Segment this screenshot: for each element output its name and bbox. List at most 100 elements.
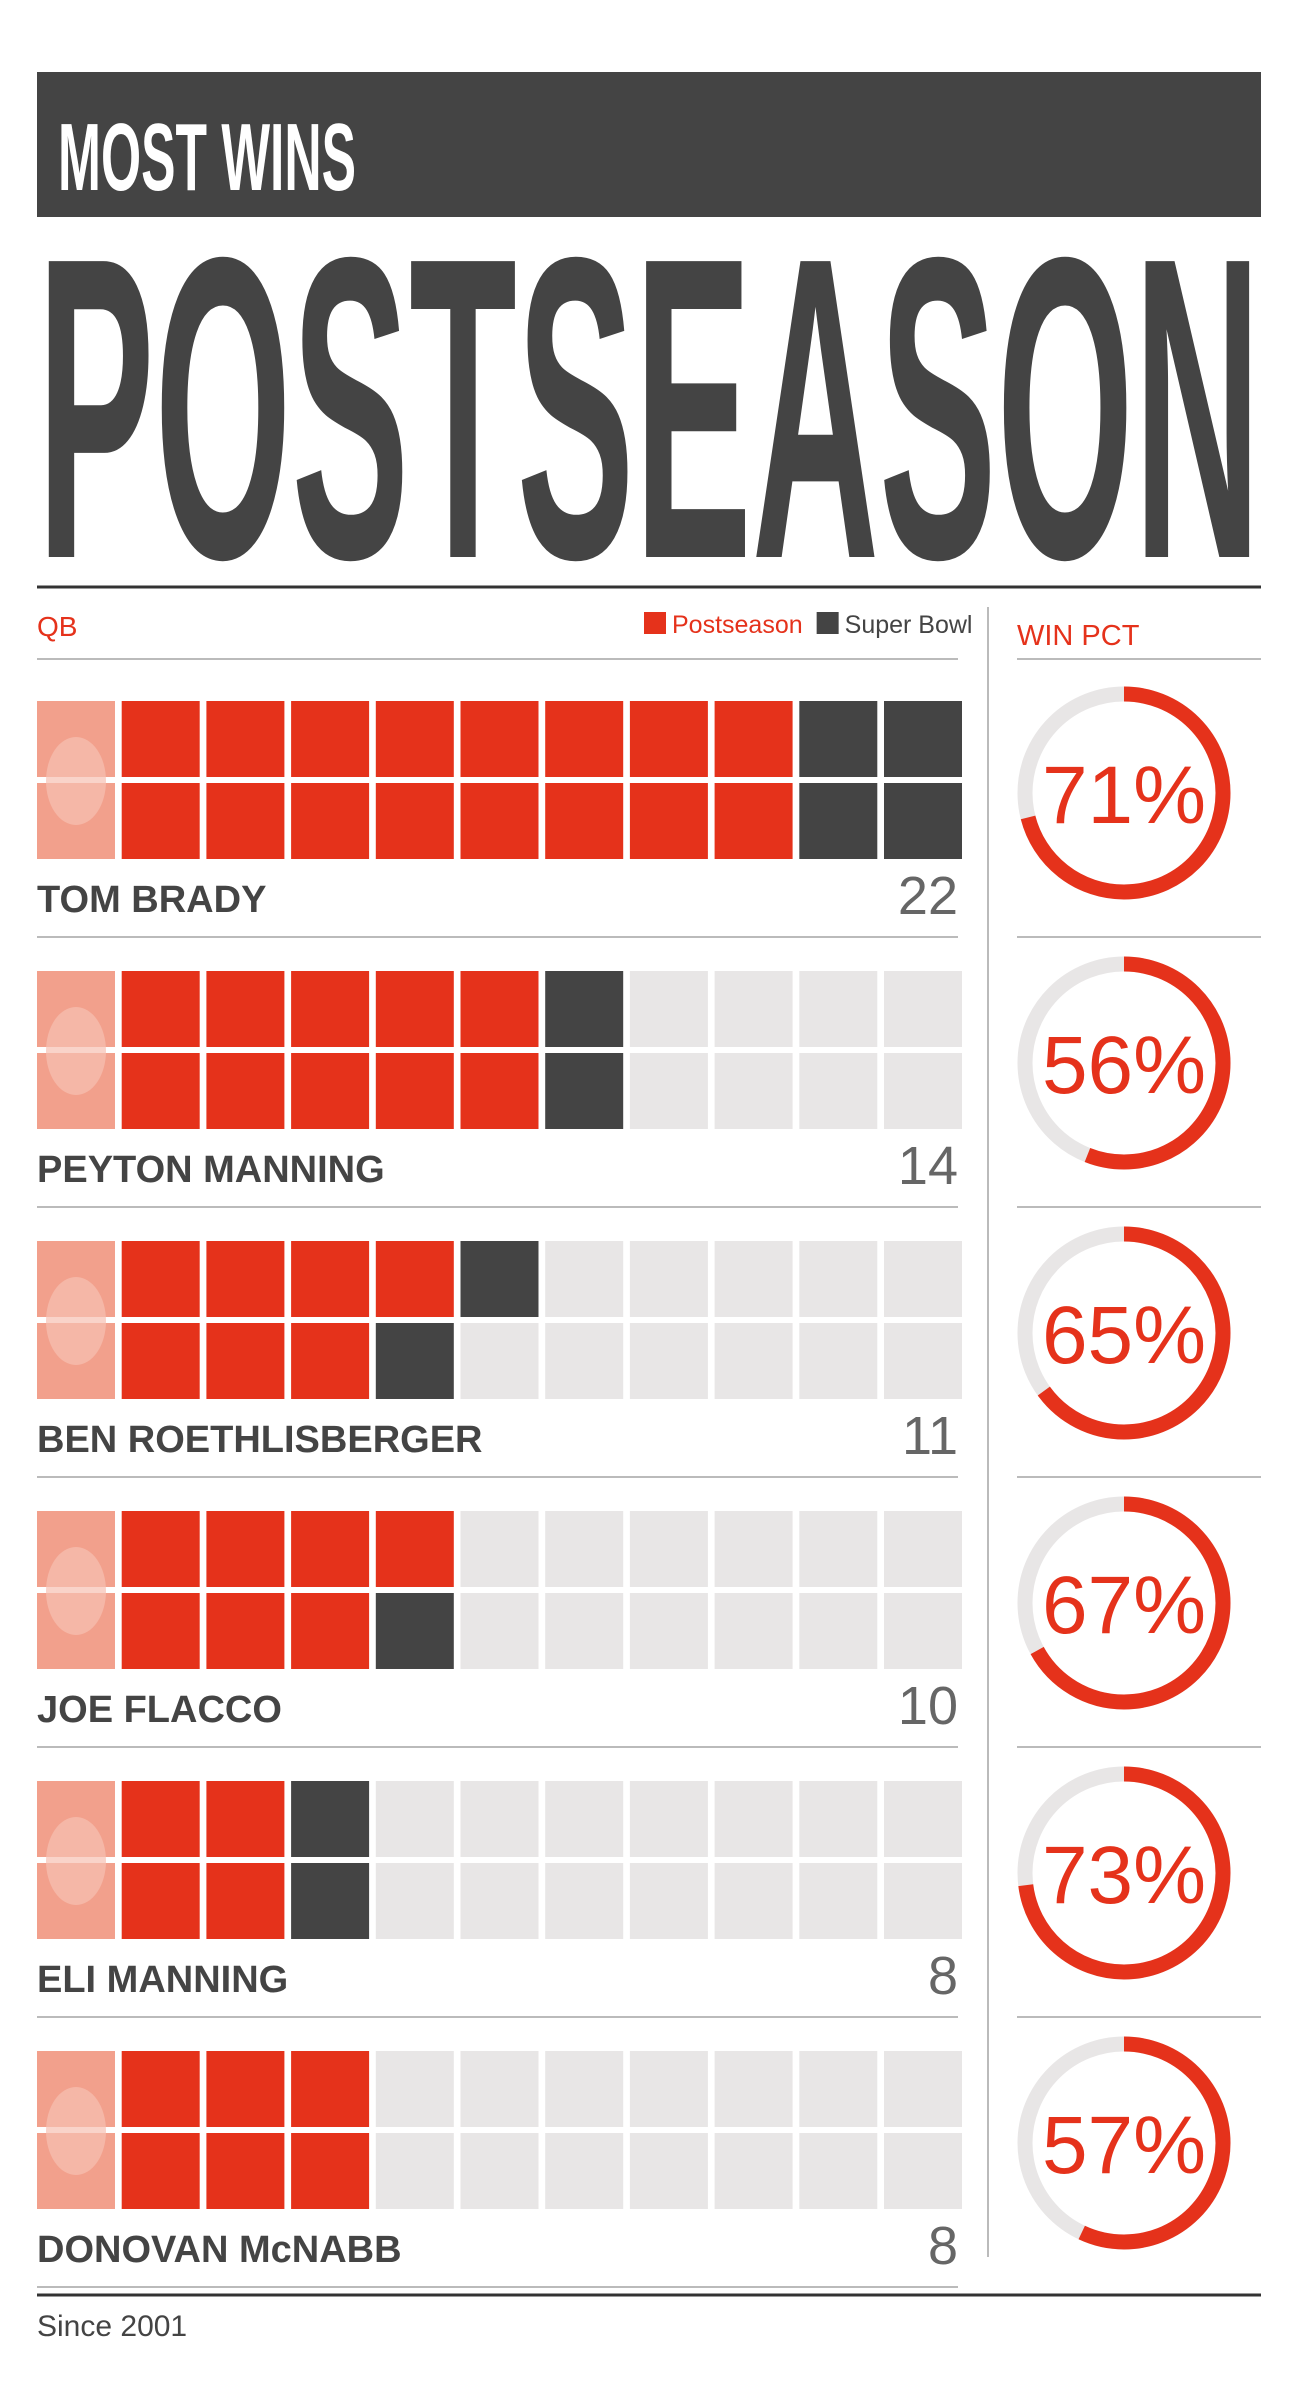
empty-cell (799, 1863, 878, 1939)
waffle-cell (884, 783, 962, 859)
empty-cell (545, 1241, 624, 1317)
empty-cell (884, 1241, 962, 1317)
empty-cell (545, 2051, 624, 2127)
total: 8 (928, 1946, 958, 2006)
donut-arc (1017, 1496, 1231, 1710)
empty-cell (714, 1241, 793, 1317)
waffle-cell (545, 1053, 624, 1129)
waffle-cell (291, 1781, 370, 1857)
empty-cell (629, 1053, 708, 1129)
waffle-cell (206, 1053, 285, 1129)
waffle-cell (121, 783, 200, 859)
empty-cell (799, 1593, 878, 1669)
waffle-cell (545, 971, 624, 1047)
waffle-cell (121, 1511, 200, 1587)
empty-cell (545, 1593, 624, 1669)
empty-cell (799, 2051, 878, 2127)
waffle-cell (291, 1863, 370, 1939)
empty-cell (629, 1781, 708, 1857)
empty-cell (884, 1323, 962, 1399)
donut-label: 65% (1042, 1290, 1206, 1381)
waffle-cell (206, 1511, 285, 1587)
waffle-cell (460, 783, 539, 859)
waffle-cell (206, 1323, 285, 1399)
empty-cell (460, 1781, 539, 1857)
qb-name: DONOVAN McNABB (37, 2229, 402, 2271)
empty-cell (884, 1593, 962, 1669)
donut-label: 71% (1042, 750, 1206, 841)
waffle-cell (291, 783, 370, 859)
empty-cell (375, 2133, 454, 2209)
empty-cell (884, 1781, 962, 1857)
photo-face (46, 1277, 106, 1365)
waffle-cell (291, 1053, 370, 1129)
photo-face (46, 737, 106, 825)
waffle-cell (375, 971, 454, 1047)
empty-cell (375, 2051, 454, 2127)
waffle-cell (884, 701, 962, 777)
qb-name: PEYTON MANNING (37, 1149, 385, 1191)
waffle-cell (375, 1511, 454, 1587)
empty-cell (460, 2051, 539, 2127)
qb-name: ELI MANNING (37, 1959, 288, 2001)
qb-name: BEN ROETHLISBERGER (37, 1419, 482, 1461)
photo-face (46, 1547, 106, 1635)
title: MOST WINS (58, 104, 356, 211)
waffle-cell (629, 783, 708, 859)
waffle-cell (714, 783, 793, 859)
photo-face (46, 1007, 106, 1095)
waffle-cell (121, 1241, 200, 1317)
waffle-cell (206, 971, 285, 1047)
empty-cell (884, 1511, 962, 1587)
waffle-cell (121, 971, 200, 1047)
empty-cell (799, 1241, 878, 1317)
photo-face (46, 2087, 106, 2175)
donut-arc (1017, 1766, 1231, 1980)
waffle-cell (799, 701, 878, 777)
empty-cell (629, 2133, 708, 2209)
empty-cell (714, 1053, 793, 1129)
total: 14 (898, 1136, 958, 1196)
waffle-cell (291, 1511, 370, 1587)
waffle-cell (460, 701, 539, 777)
empty-cell (545, 1781, 624, 1857)
donut-arc (1017, 1226, 1231, 1440)
total: 22 (898, 866, 958, 926)
waffle-cell (121, 701, 200, 777)
waffle-cell (206, 2051, 285, 2127)
donut-label: 67% (1042, 1560, 1206, 1651)
empty-cell (884, 971, 962, 1047)
total: 8 (928, 2216, 958, 2276)
donut-arc (1017, 686, 1231, 900)
waffle-cell (121, 1323, 200, 1399)
empty-cell (460, 1511, 539, 1587)
legend-label: Postseason (672, 611, 803, 639)
donut-label: 73% (1042, 1830, 1206, 1921)
waffle-cell (121, 1781, 200, 1857)
waffle-cell (291, 2133, 370, 2209)
empty-cell (799, 1781, 878, 1857)
waffle-cell (121, 1053, 200, 1129)
waffle-cell (291, 971, 370, 1047)
waffle-cell (206, 2133, 285, 2209)
waffle-cell (291, 2051, 370, 2127)
total: 10 (898, 1676, 958, 1736)
waffle-cell (799, 783, 878, 859)
waffle-cell (206, 1241, 285, 1317)
waffle-cell (375, 1241, 454, 1317)
empty-cell (714, 1781, 793, 1857)
waffle-cell (291, 701, 370, 777)
empty-cell (629, 1593, 708, 1669)
note: Since 2001 (37, 2310, 187, 2343)
empty-cell (629, 1863, 708, 1939)
empty-cell (884, 1053, 962, 1129)
empty-cell (545, 1511, 624, 1587)
empty-cell (884, 1863, 962, 1939)
empty-cell (629, 1241, 708, 1317)
empty-cell (375, 1863, 454, 1939)
empty-cell (545, 1863, 624, 1939)
waffle-cell (375, 1593, 454, 1669)
empty-cell (714, 1863, 793, 1939)
waffle-cell (629, 701, 708, 777)
